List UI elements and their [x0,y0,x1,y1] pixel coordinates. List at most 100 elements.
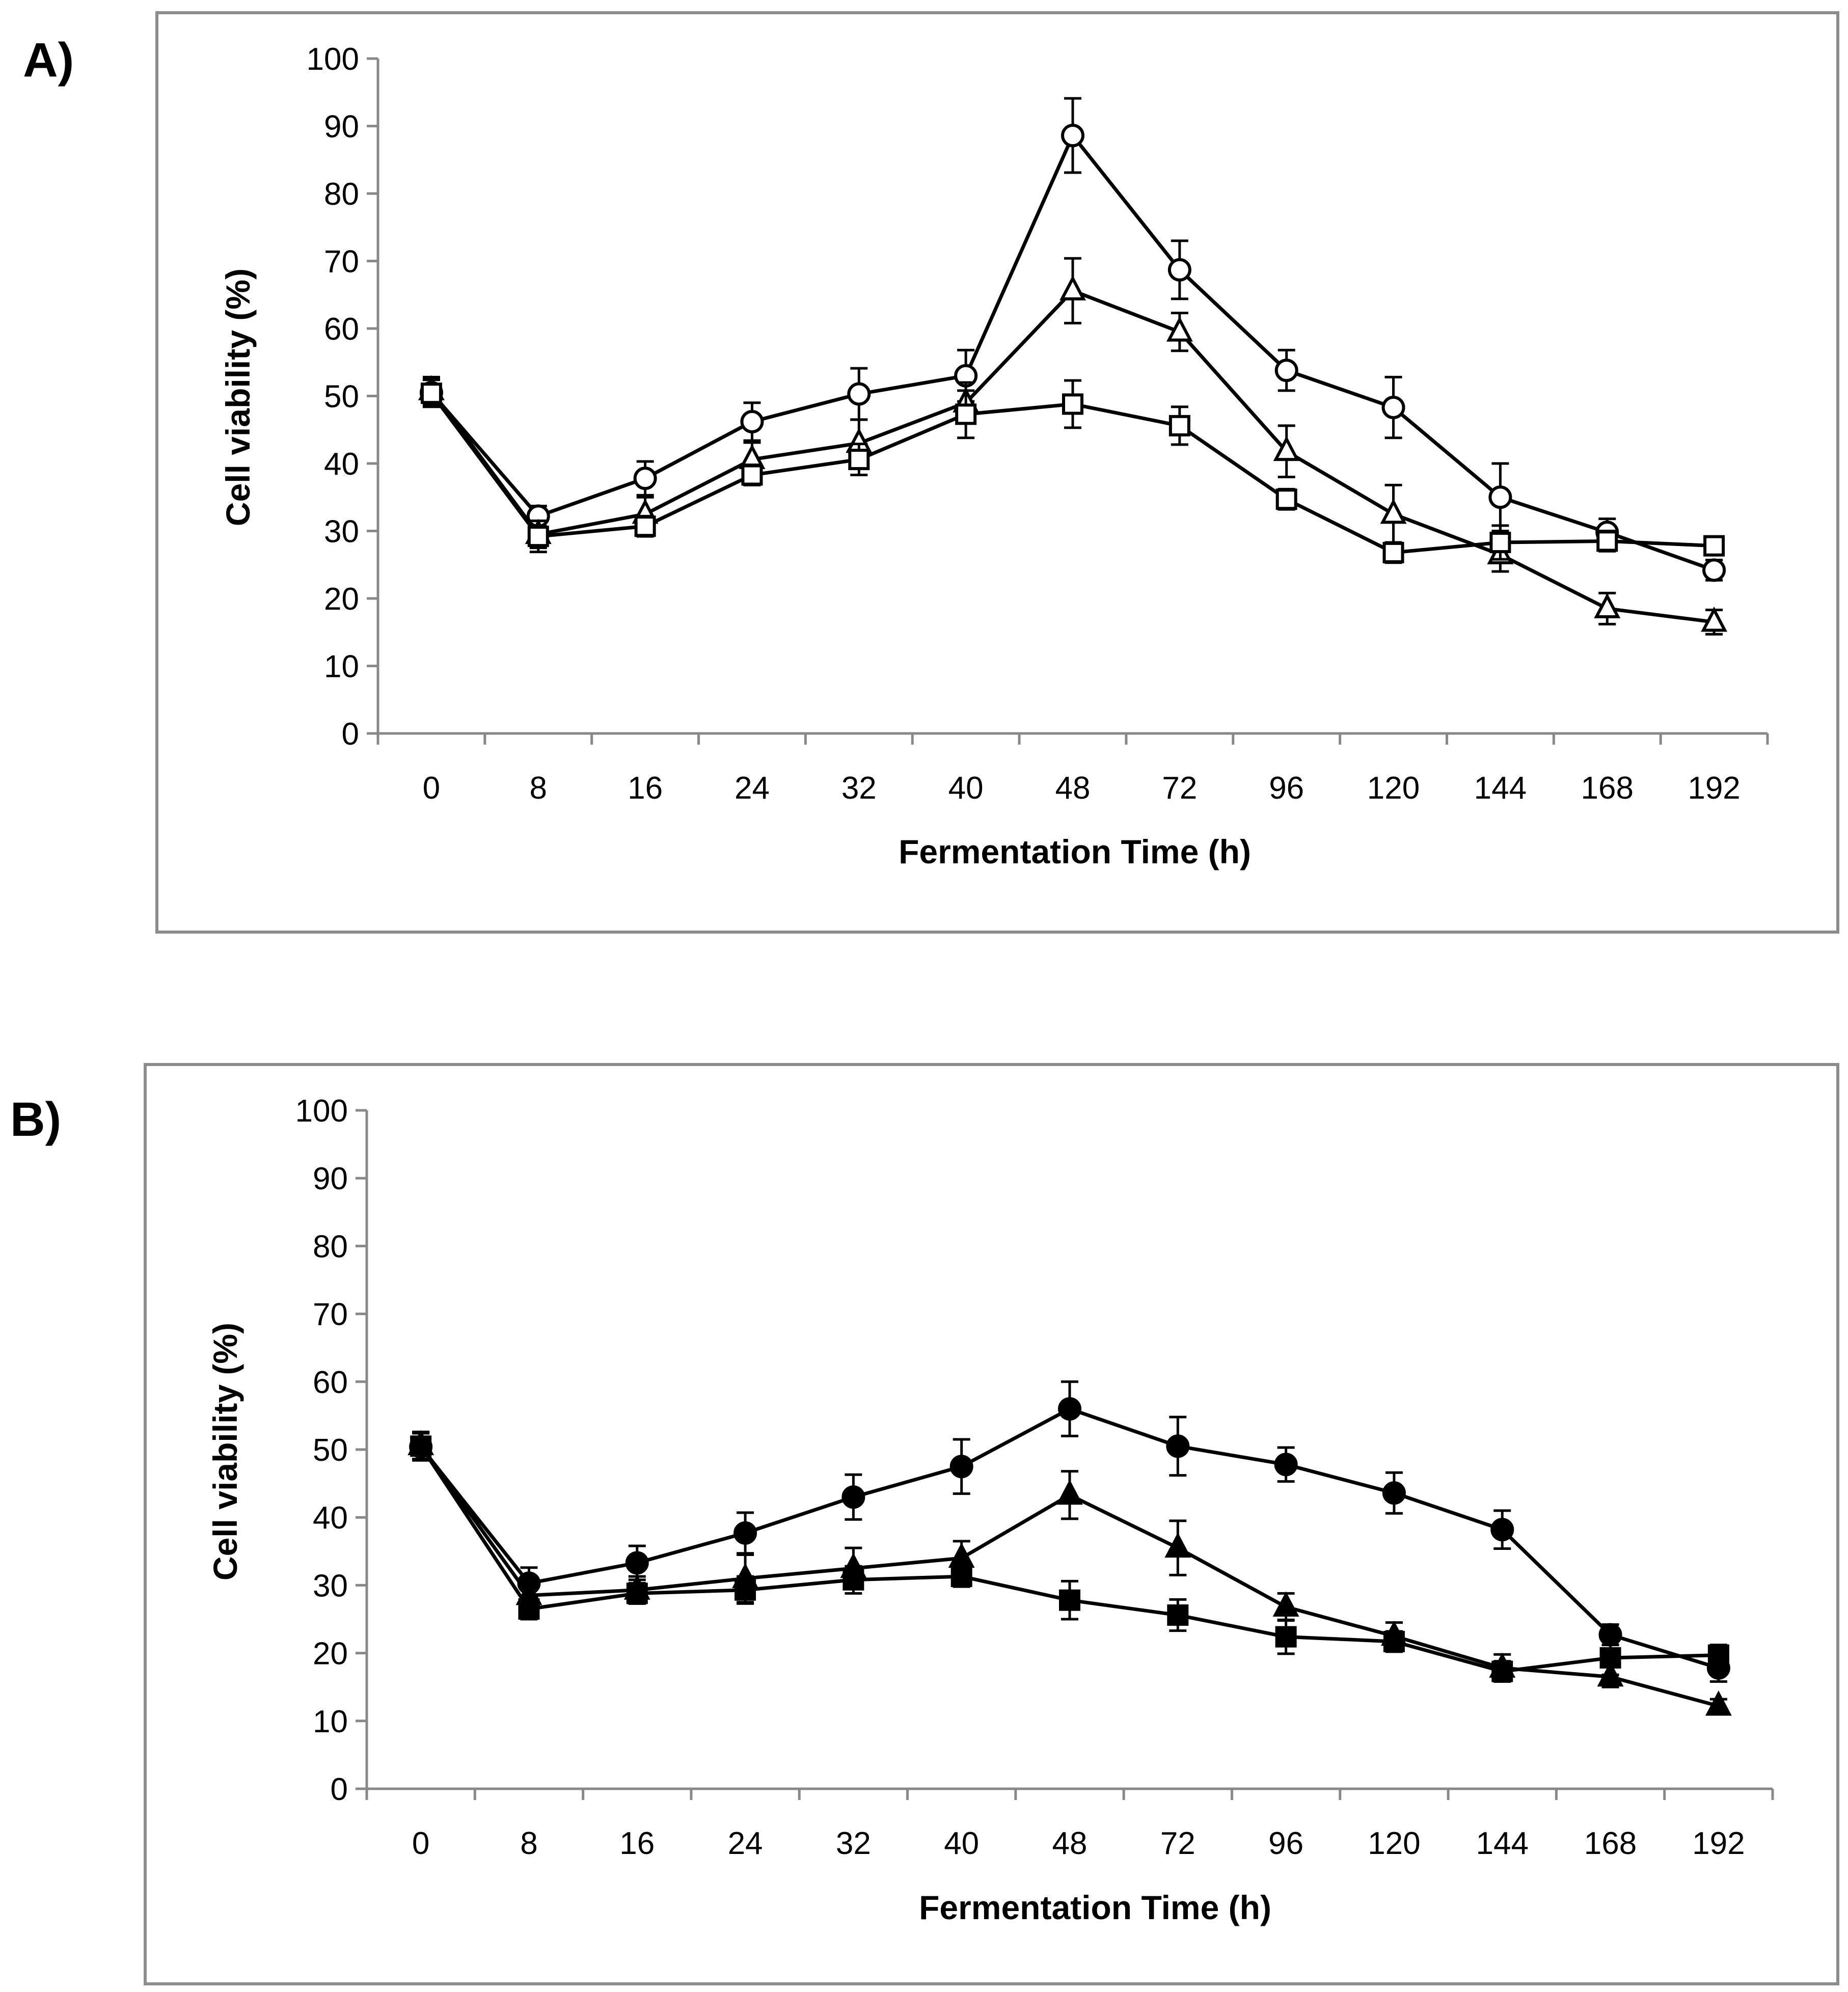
panel-a-y-tick-label: 50 [324,379,359,415]
panel-a-x-tick-label: 40 [948,771,984,806]
panel-b-series-filled-square-point [1707,1644,1729,1666]
panel-a-series-open-circle-point [847,382,871,406]
panel-a-series-open-circle-point [1488,485,1512,509]
panel-a-series-open-circle-point [1702,558,1726,582]
panel-a-y-tick-label: 100 [307,42,359,77]
panel-a-x-tick-label: 8 [530,771,547,806]
panel-b-x-tick-label: 24 [728,1826,763,1861]
panel-a-y-tick-label: 40 [324,447,359,482]
panel-b-series-filled-square-point [735,1579,756,1601]
panel-a-series-open-triangle-point [1594,593,1621,618]
panel-b-y-tick-label: 100 [295,1094,348,1129]
panel-b-series-filled-triangle-point [1056,1479,1083,1505]
panel-b-plot: 0 10 20 30 40 50 60 70 80 90 100 0 8 16 24 32 40 48 72 96 12… [295,1094,1774,1861]
panel-a-series-open-triangle-point [1380,498,1407,524]
panel-a-series-open-triangle-point [1166,316,1193,342]
panel-b-x-tick-label: 144 [1476,1826,1529,1861]
panel-b-y-tick-label: 10 [313,1704,348,1739]
panel-b-series-filled-square-point [626,1582,648,1604]
panel-a-y-tick-label: 10 [324,649,359,685]
panel-b-series-filled-square-point [843,1569,864,1591]
panel-a-series-open-square-point [1382,541,1404,563]
panel-b-series-filled-square-point [1599,1647,1621,1669]
panel-b-series-filled-square-point [1383,1630,1405,1652]
panel-b-x-tick-label: 168 [1584,1826,1637,1861]
panel-a: A) 0 10 20 30 40 50 60 70 80 90 100 0 8 16 24 32 40 48 72 9… [23,11,1839,934]
panel-b-y-tick-label: 90 [313,1161,348,1196]
panel-a-series-open-triangle-point [1701,606,1728,632]
panel-b-series-filled-circle-point [733,1521,757,1545]
panel-b-series-filled-square-point [1491,1660,1513,1682]
panel-a-x-tick-label: 16 [628,771,663,806]
panel-a-series-open-square-point [848,449,870,471]
panel-b-y-tick-label: 30 [313,1568,348,1603]
panel-a-series-open-circle-point [633,467,657,490]
panel-b-x-tick-label: 40 [944,1826,979,1861]
panel-a-x-tick-label: 192 [1688,771,1740,806]
panel-a-series-open-circle-point [1061,124,1084,148]
panel-a-series-open-square-point [634,515,656,537]
panel-b-y-tick-label: 40 [313,1500,348,1536]
panel-b-series-filled-circle-point [1166,1434,1190,1458]
panel-a-y-tick-label: 30 [324,514,359,550]
panel-a-x-tick-label: 72 [1162,771,1197,806]
panel-a-series-open-triangle-point [1059,275,1086,301]
panel-a-series-open-square-point [1275,488,1297,510]
panel-a-series-open-square-point [527,526,549,548]
panel-b-y-tick-label: 20 [313,1636,348,1672]
panel-b-x-tick-label: 16 [619,1826,655,1861]
panel-b-series-filled-circle-point [625,1551,649,1575]
panel-b-y-tick-label: 60 [313,1365,348,1400]
panel-a-y-tick-label: 80 [324,177,359,212]
panel-a-frame [155,11,1839,934]
panel-a-y-tick-label: 20 [324,582,359,617]
panel-b-x-tick-label: 120 [1368,1826,1420,1861]
panel-b-series-filled-circle-point [1058,1397,1081,1421]
panel-a-x-tick-label: 96 [1269,771,1304,806]
panel-a-x-tick-label: 24 [735,771,770,806]
panel-b-x-tick-label: 48 [1052,1826,1088,1861]
panel-a-x-tick-label: 32 [841,771,877,806]
panel-a-series-open-square-point [1168,415,1190,436]
panel-b-y-tick-label: 70 [313,1297,348,1332]
panel-b-series-filled-square-point [1059,1589,1080,1611]
panel-b-x-tick-label: 192 [1692,1826,1745,1861]
panel-a-series-open-square-point [1703,535,1725,557]
panel-b-x-tick-label: 72 [1160,1826,1195,1861]
panel-b: B) 0 10 20 30 40 50 60 70 80 90 100 0 8 16 24 32 40 48 72 9… [10,1063,1839,1985]
panel-a-label: A) [23,33,74,87]
panel-a-series-open-triangle-point [1273,435,1300,461]
panel-b-series-filled-circle-point [841,1485,865,1509]
panel-b-label: B) [10,1093,61,1147]
panel-b-series-filled-square-point [950,1566,972,1588]
panel-b-series-filled-triangle-point [1272,1591,1299,1617]
panel-a-series-open-circle-point [1274,359,1298,383]
panel-a-series-open-square-point [1062,393,1083,415]
panel-a-x-tick-label: 168 [1581,771,1634,806]
panel-b-series-filled-circle-point [1382,1481,1406,1505]
panel-b-series-filled-circle-point [1274,1453,1298,1477]
panel-b-x-tick-label: 32 [836,1826,871,1861]
panel-b-series-filled-square-point [1275,1626,1297,1648]
panel-b-x-tick-label: 8 [520,1826,537,1861]
panel-b-series-filled-circle-point [949,1455,973,1479]
panel-b-series-filled-triangle-point [1164,1532,1191,1558]
panel-a-y-tick-label: 0 [342,717,359,752]
panel-b-y-tick-label: 50 [313,1433,348,1468]
panel-a-series-open-square-point [1596,530,1618,552]
panel-b-frame [144,1063,1839,1985]
panel-b-series-filled-triangle-point [1705,1690,1732,1716]
panel-b-y-tick-label: 80 [313,1229,348,1264]
panel-a-y-tick-label: 60 [324,312,359,347]
panel-a-x-axis-title: Fermentation Time (h) [899,833,1251,870]
panel-b-series-filled-circle-point [1490,1518,1514,1542]
panel-b-series-filled-square-point [1167,1604,1189,1626]
panel-a-x-tick-label: 120 [1367,771,1420,806]
panel-b-x-tick-label: 0 [412,1826,429,1861]
panel-b-y-tick-label: 0 [331,1772,348,1807]
panel-a-plot: 0 10 20 30 40 50 60 70 80 90 100 0 8 16 24 32 40 48 72 96 12… [307,42,1769,806]
panel-a-y-tick-label: 90 [324,110,359,145]
panel-a-x-tick-label: 144 [1474,771,1527,806]
panel-a-x-tick-label: 0 [423,771,440,806]
